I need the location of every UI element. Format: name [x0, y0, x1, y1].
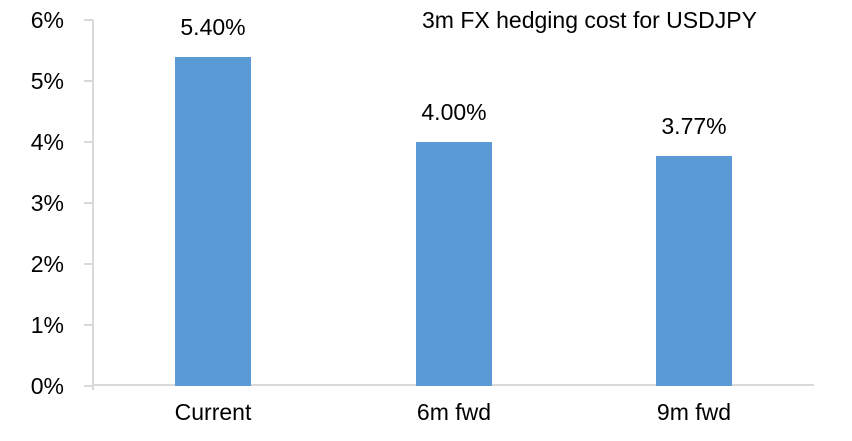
y-tick-label: 0%: [30, 373, 64, 399]
y-tick-mark: [84, 385, 93, 387]
bar-value-label: 5.40%: [180, 14, 246, 40]
category-label: Current: [174, 399, 252, 425]
category-label: 6m fwd: [416, 399, 492, 425]
y-axis-line: [92, 20, 94, 390]
y-tick-mark: [84, 202, 93, 204]
y-tick-label: 3%: [30, 190, 64, 216]
chart-title: 3m FX hedging cost for USDJPY: [422, 7, 757, 33]
y-tick-mark: [84, 19, 93, 21]
y-tick-mark: [84, 263, 93, 265]
bar: [175, 57, 251, 386]
y-tick-label: 4%: [30, 129, 64, 155]
y-tick-mark: [84, 141, 93, 143]
y-tick-label: 2%: [30, 251, 64, 277]
bar: [416, 142, 492, 386]
y-tick-mark: [84, 324, 93, 326]
bar-value-label: 4.00%: [421, 99, 487, 125]
bar-value-label: 3.77%: [661, 113, 727, 139]
y-tick-label: 1%: [30, 312, 64, 338]
category-label: 9m fwd: [656, 399, 732, 425]
y-tick-label: 5%: [30, 68, 64, 94]
y-tick-mark: [84, 80, 93, 82]
bar: [656, 156, 732, 386]
y-tick-label: 6%: [30, 7, 64, 33]
